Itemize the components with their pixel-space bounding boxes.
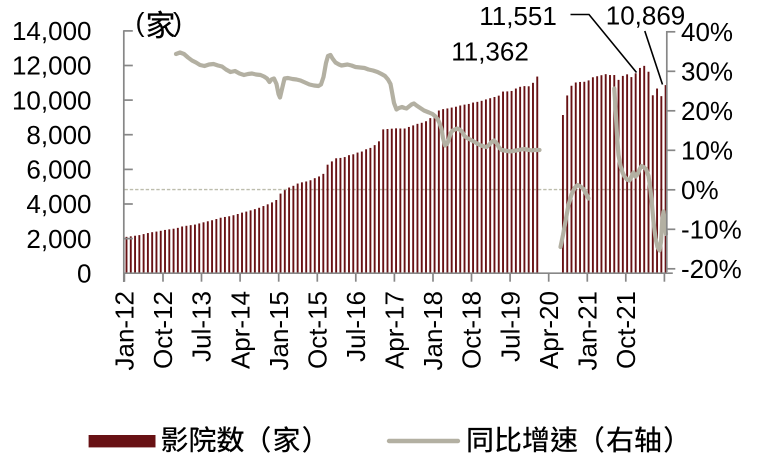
svg-text:Apr-20: Apr-20 — [534, 291, 564, 369]
svg-text:8,000: 8,000 — [26, 120, 91, 150]
svg-text:40%: 40% — [681, 17, 733, 47]
svg-text:Oct-15: Oct-15 — [303, 291, 333, 369]
svg-text:14,000: 14,000 — [12, 16, 92, 46]
svg-text:6,000: 6,000 — [26, 155, 91, 185]
svg-text:Jul-16: Jul-16 — [341, 291, 371, 362]
svg-text:Oct-12: Oct-12 — [148, 291, 178, 369]
svg-text:Jan-12: Jan-12 — [110, 291, 140, 371]
svg-text:0%: 0% — [681, 175, 719, 205]
svg-text:20%: 20% — [681, 96, 733, 126]
svg-text:Oct-21: Oct-21 — [611, 291, 641, 369]
svg-text:Jan-21: Jan-21 — [573, 291, 603, 371]
svg-text:2,000: 2,000 — [26, 224, 91, 254]
svg-text:Jul-13: Jul-13 — [187, 291, 217, 362]
svg-text:10,000: 10,000 — [12, 85, 92, 115]
svg-text:Jan-18: Jan-18 — [418, 291, 448, 371]
svg-text:Jan-15: Jan-15 — [264, 291, 294, 371]
svg-text:Apr-17: Apr-17 — [380, 291, 410, 369]
svg-text:-10%: -10% — [681, 215, 742, 245]
svg-text:Apr-14: Apr-14 — [225, 291, 255, 369]
svg-text:11,362: 11,362 — [451, 37, 529, 67]
svg-text:Jul-19: Jul-19 — [495, 291, 525, 362]
svg-text:10%: 10% — [681, 136, 733, 166]
svg-text:Oct-18: Oct-18 — [457, 291, 487, 369]
svg-text:4,000: 4,000 — [26, 189, 91, 219]
svg-text:11,551: 11,551 — [479, 1, 557, 31]
svg-text:10,869: 10,869 — [606, 1, 686, 31]
svg-text:): ) — [173, 8, 182, 38]
svg-text:-20%: -20% — [681, 254, 742, 284]
svg-text:(: ( — [136, 8, 145, 38]
svg-text:30%: 30% — [681, 57, 733, 87]
svg-text:0: 0 — [77, 258, 91, 288]
svg-text:12,000: 12,000 — [12, 51, 92, 81]
